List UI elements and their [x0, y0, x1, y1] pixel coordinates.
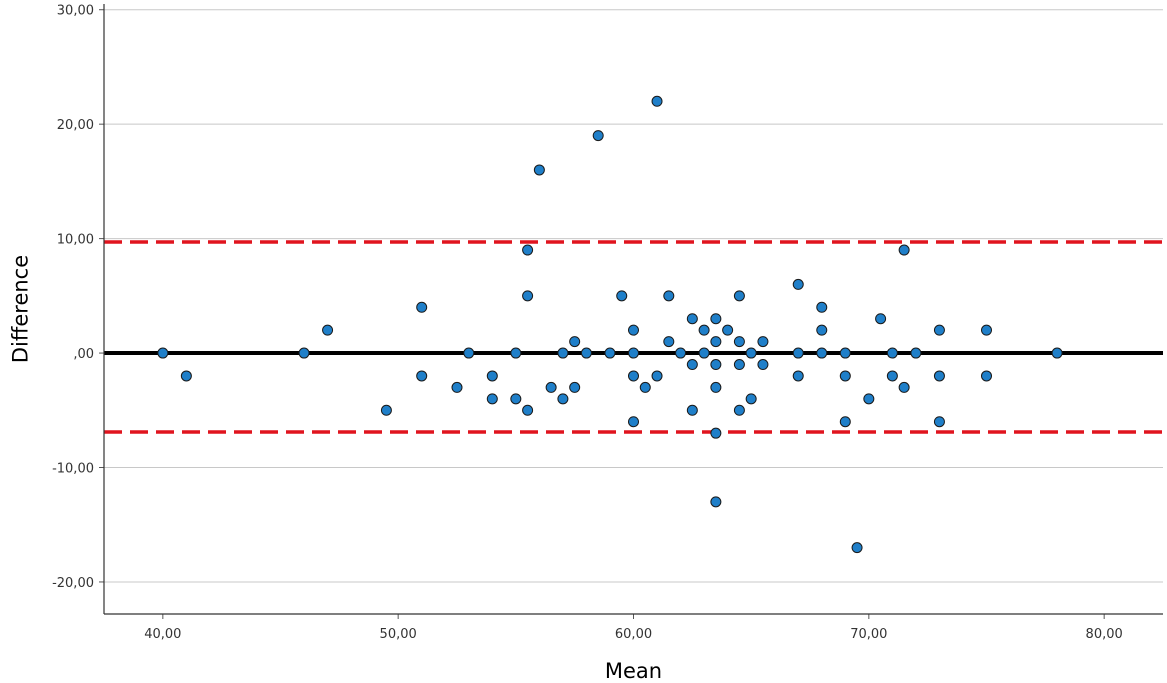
- data-point: [792, 347, 804, 359]
- data-point: [628, 347, 639, 359]
- data-point: [157, 347, 169, 359]
- data-point: [792, 278, 804, 290]
- data-point: [981, 324, 992, 336]
- data-point: [180, 370, 192, 382]
- y-tick-label: 10,00: [57, 233, 94, 248]
- x-tick-label: 70,00: [850, 627, 887, 642]
- x-tick-label: 40,00: [144, 627, 181, 642]
- data-point: [522, 404, 534, 416]
- x-tick-label: 50,00: [380, 627, 417, 642]
- x-tick-label: 60,00: [615, 627, 652, 642]
- x-tick-label: 80,00: [1086, 627, 1123, 642]
- gridlines: [104, 9, 1163, 583]
- data-point: [522, 244, 534, 256]
- data-point: [451, 381, 463, 393]
- data-point: [651, 95, 663, 107]
- data-point: [710, 496, 722, 508]
- data-point: [463, 347, 475, 359]
- data-point: [651, 370, 663, 382]
- data-point: [663, 336, 675, 348]
- data-point: [686, 404, 698, 416]
- data-point: [510, 347, 522, 359]
- data-point: [557, 347, 569, 359]
- data-point: [757, 336, 769, 348]
- y-tick-label: 30,00: [57, 4, 94, 19]
- data-point: [898, 244, 910, 256]
- data-point: [933, 324, 945, 336]
- data-point: [898, 381, 910, 393]
- data-point: [628, 416, 639, 428]
- data-point: [380, 404, 392, 416]
- data-point: [816, 347, 828, 359]
- data-point: [1051, 347, 1063, 359]
- axes: [99, 4, 1163, 619]
- data-point: [322, 324, 334, 336]
- data-point: [886, 370, 898, 382]
- y-tick-label: 20,00: [57, 118, 94, 133]
- data-point: [639, 381, 651, 393]
- data-point: [486, 393, 498, 405]
- data-point: [486, 370, 498, 382]
- data-point: [863, 393, 875, 405]
- data-point: [592, 130, 604, 142]
- data-point: [710, 427, 722, 439]
- data-point: [933, 370, 945, 382]
- data-point: [545, 381, 557, 393]
- data-point: [745, 347, 757, 359]
- data-point: [569, 336, 581, 348]
- data-point: [416, 370, 428, 382]
- x-tick-labels: 40,00 50,00 60,00 70,00 80,00: [144, 627, 1123, 642]
- y-tick-label: -10,00: [52, 462, 94, 477]
- y-axis-title: Difference: [8, 255, 32, 363]
- data-point: [757, 359, 769, 371]
- data-point: [522, 290, 534, 302]
- data-point: [839, 370, 851, 382]
- y-tick-label: ,00: [73, 347, 94, 362]
- y-tick-labels: 30,00 20,00 10,00 ,00 -10,00 -20,00: [52, 4, 94, 591]
- data-point: [710, 336, 722, 348]
- reference-lines: [104, 240, 1163, 434]
- data-point: [792, 370, 804, 382]
- data-point: [981, 370, 992, 382]
- data-point: [933, 416, 945, 428]
- data-point: [557, 393, 569, 405]
- data-point: [298, 347, 310, 359]
- data-point: [733, 359, 745, 371]
- data-point: [510, 393, 522, 405]
- data-point: [628, 324, 639, 336]
- data-point: [698, 324, 710, 336]
- data-point: [710, 381, 722, 393]
- data-point: [569, 381, 581, 393]
- data-point: [733, 290, 745, 302]
- data-point: [839, 416, 851, 428]
- data-point: [875, 313, 887, 325]
- data-point: [851, 542, 863, 554]
- data-point: [533, 164, 545, 176]
- data-point: [416, 301, 428, 313]
- data-point: [616, 290, 628, 302]
- data-point: [580, 347, 592, 359]
- x-axis-title: Mean: [605, 659, 662, 683]
- data-point: [722, 324, 734, 336]
- data-point: [698, 347, 710, 359]
- y-tick-label: -20,00: [52, 576, 94, 591]
- data-point: [604, 347, 616, 359]
- data-point: [839, 347, 851, 359]
- data-point: [816, 324, 828, 336]
- data-point: [710, 359, 722, 371]
- data-point: [733, 336, 745, 348]
- data-point: [663, 290, 675, 302]
- data-point: [816, 301, 828, 313]
- data-point: [745, 393, 757, 405]
- data-points: [157, 95, 1063, 554]
- data-point: [628, 370, 639, 382]
- data-point: [675, 347, 687, 359]
- data-point: [686, 359, 698, 371]
- data-point: [910, 347, 922, 359]
- data-point: [733, 404, 745, 416]
- data-point: [710, 313, 722, 325]
- data-point: [686, 313, 698, 325]
- data-point: [886, 347, 898, 359]
